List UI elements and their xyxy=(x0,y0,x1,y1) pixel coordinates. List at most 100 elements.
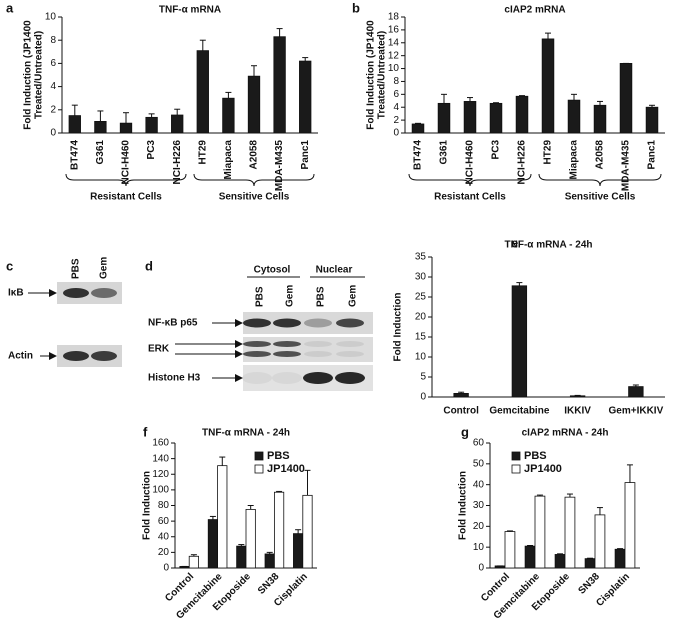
group-label: Sensitive Cells xyxy=(565,192,636,203)
bar xyxy=(628,386,644,398)
error-bar xyxy=(295,529,302,534)
blot-band xyxy=(336,318,364,328)
bar xyxy=(302,494,313,569)
x-tick-label: G361 xyxy=(439,140,450,165)
y-tick-label: 0 xyxy=(50,128,56,139)
legend-swatch xyxy=(254,451,264,461)
bar xyxy=(584,558,596,569)
bar xyxy=(207,519,218,569)
x-tick-label: HT29 xyxy=(197,140,208,165)
y-tick-label: 0 xyxy=(163,563,169,574)
y-tick-label: 10 xyxy=(388,63,400,74)
error-bar xyxy=(441,93,447,104)
bar xyxy=(273,36,286,134)
group-brace xyxy=(538,173,662,187)
blot-band xyxy=(336,341,364,347)
y-tick-label: 10 xyxy=(45,12,57,23)
bar xyxy=(624,482,636,569)
y-tick-label: 2 xyxy=(50,104,56,115)
panel-letter: b xyxy=(352,0,360,15)
y-tick-label: 60 xyxy=(158,516,170,527)
y-tick-label: 0 xyxy=(393,128,399,139)
error-bar xyxy=(597,100,603,106)
x-tick-label: Cisplatin xyxy=(594,571,632,609)
panel-letter: e xyxy=(511,235,518,250)
lane-label: PBS xyxy=(255,286,266,307)
y-tick-label: 16 xyxy=(388,25,400,36)
error-bar xyxy=(71,104,78,116)
error-bar xyxy=(516,282,523,286)
error-bar xyxy=(304,469,311,496)
y-tick-label: 160 xyxy=(152,438,169,449)
x-tick-label: NCI-H226 xyxy=(172,140,183,185)
lane-label: Gem xyxy=(99,257,110,279)
blot-band xyxy=(303,372,333,384)
y-tick-label: 10 xyxy=(415,352,427,363)
bar xyxy=(299,60,312,134)
error-bar xyxy=(557,553,564,555)
bar xyxy=(68,115,81,134)
error-bar xyxy=(649,104,655,108)
fraction-label: Nuclear xyxy=(316,265,353,276)
y-tick-label: 50 xyxy=(473,458,485,469)
y-tick-label: 6 xyxy=(393,89,399,100)
y-tick-label: 4 xyxy=(393,102,399,113)
error-bar xyxy=(617,548,624,550)
panel-letter: d xyxy=(145,258,153,273)
bar xyxy=(515,95,529,134)
blot-band xyxy=(273,351,301,357)
y-tick-label: 0 xyxy=(420,392,426,403)
row-label: NF-κB p65 xyxy=(148,318,198,329)
lane-label: PBS xyxy=(71,258,82,279)
x-tick-label: Miapaca xyxy=(569,140,580,180)
bar xyxy=(453,392,469,398)
blot-band xyxy=(335,372,365,384)
bar xyxy=(564,496,576,569)
error-bar xyxy=(527,545,534,547)
bar xyxy=(541,38,555,134)
x-tick-label: PC3 xyxy=(491,140,502,160)
y-tick-label: 35 xyxy=(415,252,427,263)
blot-strip xyxy=(243,337,373,362)
y-tick-label: 30 xyxy=(473,500,485,511)
panel-letter: f xyxy=(143,424,148,439)
chart-title: TNF-α mRNA - 24h xyxy=(202,428,290,439)
error-bar xyxy=(519,95,525,97)
error-bar xyxy=(536,494,543,497)
error-bar xyxy=(148,113,155,118)
y-tick-label: 12 xyxy=(388,50,400,61)
error-bar xyxy=(247,505,254,510)
row-label: Histone H3 xyxy=(148,373,201,384)
y-axis-label: Fold Induction xyxy=(393,293,404,362)
bar xyxy=(511,285,528,398)
y-tick-label: 40 xyxy=(473,479,485,490)
bar xyxy=(145,116,158,134)
x-tick-label: IKKIV xyxy=(564,406,591,417)
y-tick-label: 10 xyxy=(473,542,485,553)
x-tick-label: MDA-M435 xyxy=(621,140,632,192)
y-tick-label: 8 xyxy=(393,76,399,87)
row-label: IκB xyxy=(8,288,24,299)
y-tick-label: 20 xyxy=(473,521,485,532)
bar xyxy=(569,395,586,398)
bar xyxy=(217,465,228,569)
blot-band xyxy=(243,318,271,328)
blot-band xyxy=(304,341,332,347)
bar xyxy=(463,101,477,134)
bar xyxy=(247,75,261,134)
error-bar xyxy=(458,391,465,394)
bar xyxy=(567,99,581,134)
y-tick-label: 14 xyxy=(388,37,400,48)
legend-swatch xyxy=(511,464,521,474)
error-bar xyxy=(302,57,309,62)
bar xyxy=(619,63,633,134)
x-tick-label: NCI-H460 xyxy=(121,140,132,185)
legend-swatch xyxy=(254,464,264,474)
blot-band xyxy=(91,288,117,298)
x-tick-label: SN38 xyxy=(256,571,282,597)
bar xyxy=(171,114,184,134)
group-brace xyxy=(65,173,187,187)
error-bar xyxy=(626,464,633,483)
lane-label: Gem xyxy=(285,285,296,307)
error-bar xyxy=(467,97,473,102)
